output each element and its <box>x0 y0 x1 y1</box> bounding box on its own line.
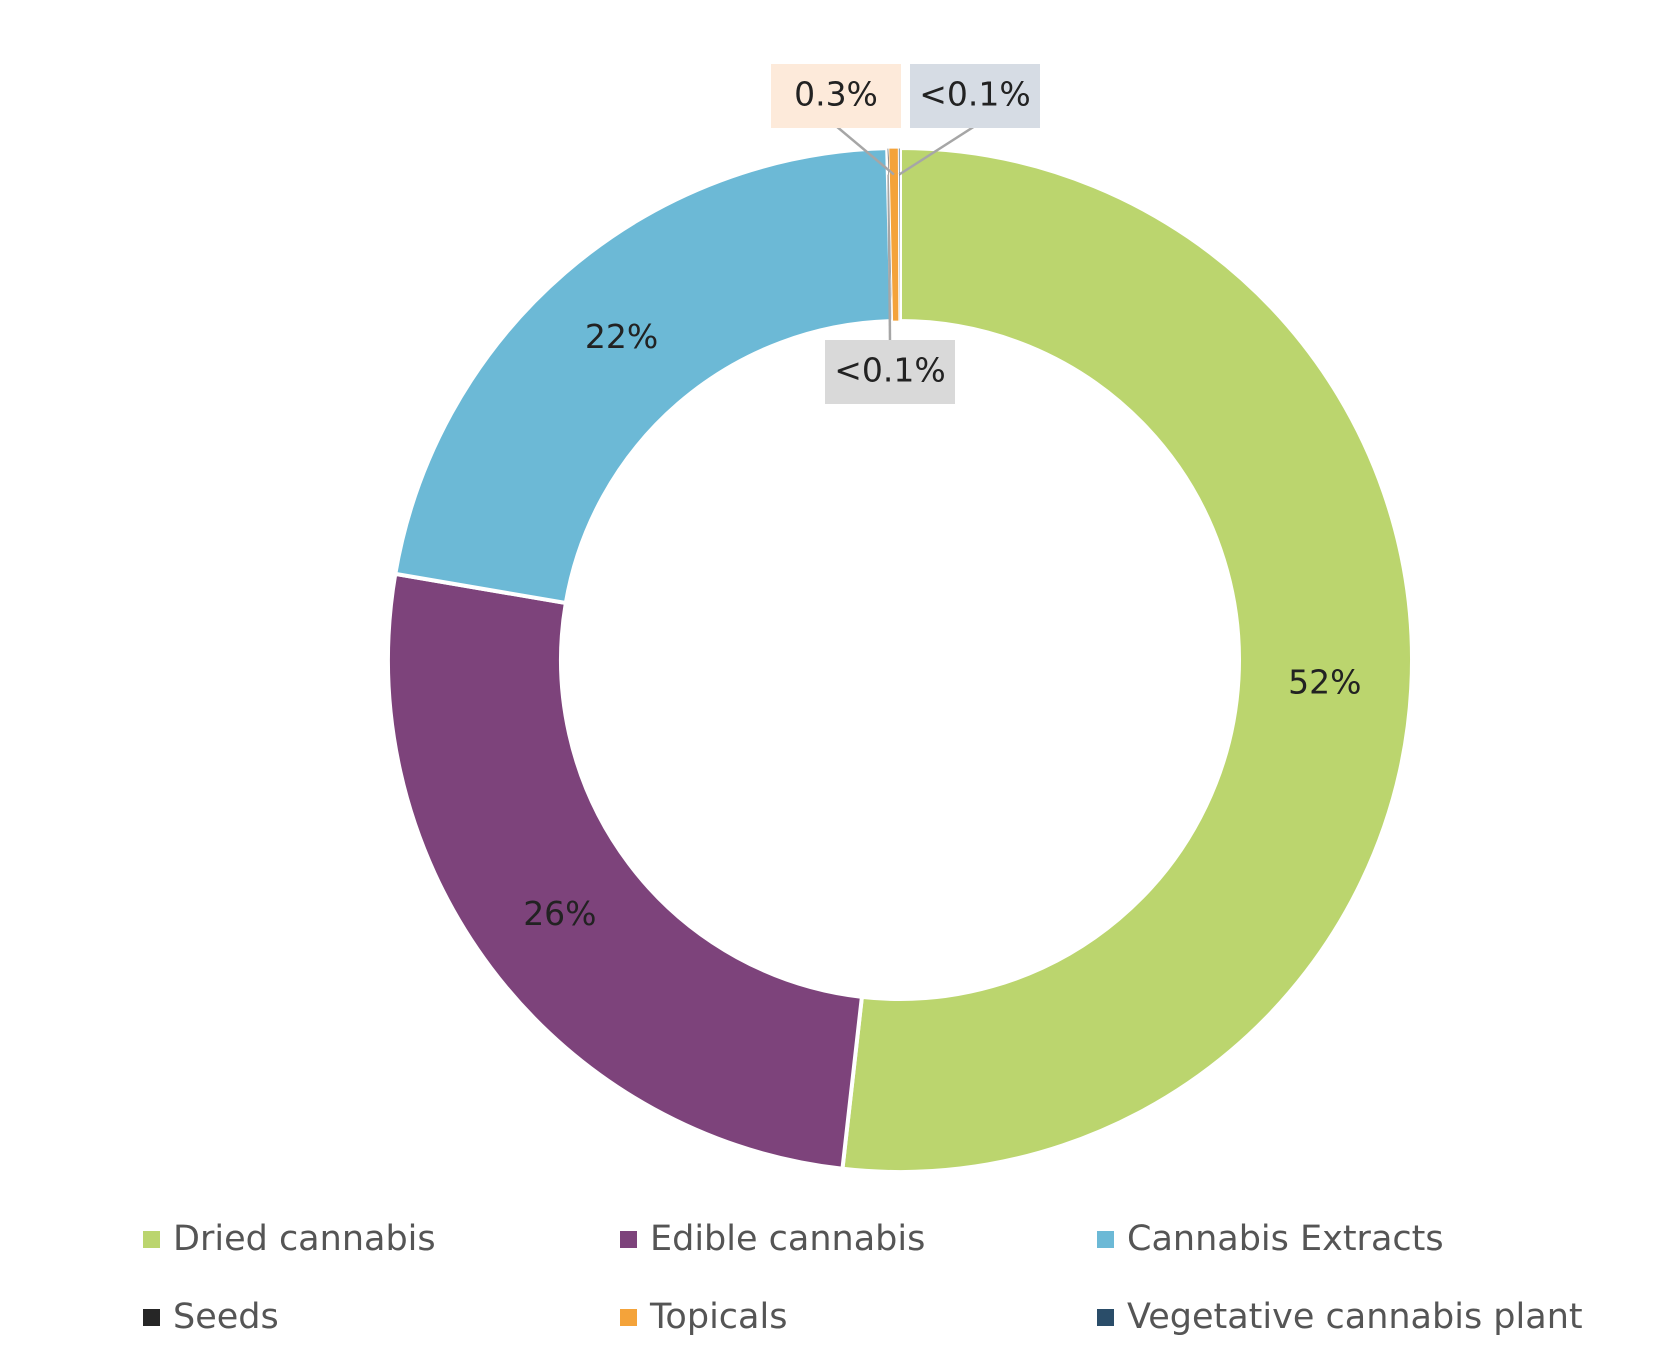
data-label: 26% <box>523 894 596 933</box>
data-label: 52% <box>1288 662 1361 701</box>
legend-swatch <box>143 1309 160 1326</box>
label-box <box>771 64 901 128</box>
data-label: 0.3% <box>794 75 878 114</box>
label-box <box>910 64 1040 128</box>
leader-line <box>898 124 976 176</box>
legend-swatch <box>1097 1309 1114 1326</box>
legend-swatch <box>620 1231 637 1248</box>
legend-label: Topicals <box>649 1297 787 1337</box>
leader-line <box>835 125 895 176</box>
legend-label: Dried cannabis <box>173 1219 436 1259</box>
legend-swatch <box>143 1231 160 1248</box>
legend-label: Cannabis Extracts <box>1127 1219 1444 1259</box>
legend-swatch <box>1097 1231 1114 1248</box>
legend-swatch <box>620 1309 637 1326</box>
data-label: <0.1% <box>919 75 1031 114</box>
label-box <box>825 340 955 404</box>
legend-label: Edible cannabis <box>650 1219 925 1259</box>
donut-slice <box>386 571 865 1171</box>
leader-line <box>887 174 892 343</box>
legend-label: Seeds <box>173 1297 279 1337</box>
legend-label: Vegetative cannabis plant <box>1127 1297 1583 1337</box>
data-label: <0.1% <box>834 351 946 390</box>
data-label: 22% <box>585 317 658 356</box>
donut-slice <box>392 146 894 606</box>
donut-slice <box>840 145 1414 1174</box>
donut-slice <box>897 147 901 322</box>
